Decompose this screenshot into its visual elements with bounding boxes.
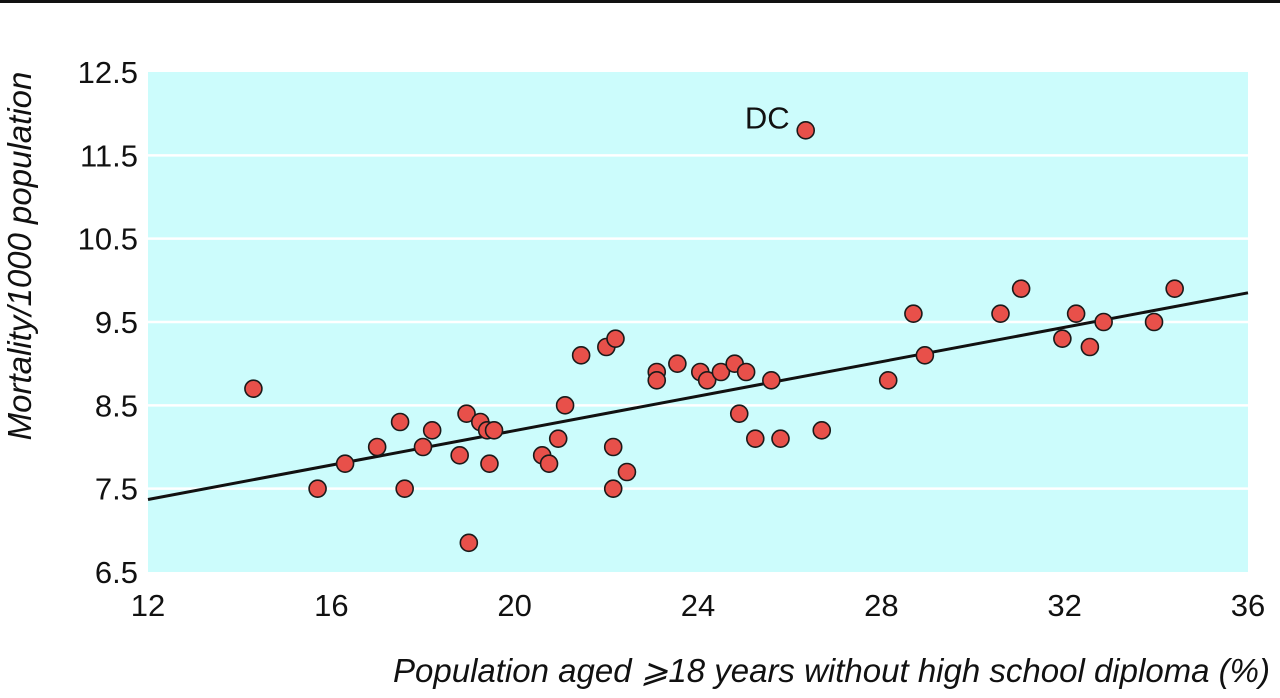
data-point bbox=[697, 371, 717, 390]
data-point bbox=[484, 421, 504, 440]
data-point bbox=[1066, 304, 1086, 323]
data-point bbox=[647, 371, 667, 390]
y-tick-label: 11.5 bbox=[80, 138, 138, 173]
data-point bbox=[539, 454, 559, 473]
y-tick-labels: 6.5 7.5 8.5 9.5 10.5 11.5 12.5 bbox=[78, 55, 138, 590]
x-tick-label: 24 bbox=[681, 588, 715, 623]
data-point bbox=[1144, 312, 1164, 332]
data-point bbox=[1080, 337, 1100, 357]
data-point bbox=[335, 454, 355, 473]
x-tick-label: 20 bbox=[497, 588, 531, 623]
y-tick-label: 7.5 bbox=[95, 472, 138, 507]
data-point bbox=[1011, 279, 1031, 298]
data-point bbox=[771, 429, 790, 448]
x-tick-label: 12 bbox=[131, 588, 165, 623]
data-point bbox=[603, 479, 623, 498]
data-point bbox=[736, 362, 756, 382]
data-point bbox=[915, 346, 935, 365]
data-point bbox=[606, 329, 625, 348]
y-tick-label: 10.5 bbox=[78, 222, 138, 257]
data-point bbox=[904, 304, 923, 323]
data-point bbox=[1053, 329, 1072, 348]
data-point bbox=[390, 412, 410, 432]
trend-line bbox=[147, 291, 1249, 501]
x-tick-label: 16 bbox=[314, 588, 348, 623]
gridlines bbox=[148, 154, 1248, 490]
data-point bbox=[308, 479, 327, 498]
data-point bbox=[422, 421, 442, 440]
annotations: DC bbox=[745, 100, 790, 135]
data-point bbox=[812, 421, 832, 440]
data-point bbox=[571, 346, 591, 365]
data-point bbox=[729, 404, 749, 423]
data-point bbox=[878, 371, 898, 390]
data-point bbox=[745, 429, 765, 448]
data-point bbox=[603, 437, 623, 457]
point-label: DC bbox=[745, 100, 790, 135]
y-tick-label: 8.5 bbox=[95, 388, 138, 423]
x-axis-title: Population aged ⩾18 years without high s… bbox=[393, 652, 1270, 689]
data-point bbox=[548, 429, 568, 448]
data-point bbox=[480, 454, 499, 473]
data-point bbox=[1165, 279, 1184, 298]
data-point bbox=[617, 462, 637, 482]
data-point bbox=[1094, 312, 1113, 332]
data-point bbox=[668, 354, 687, 373]
data-point bbox=[457, 404, 476, 423]
y-axis-title: Mortality/1000 population bbox=[1, 72, 38, 441]
x-tick-labels: 12 16 20 24 28 32 36 bbox=[131, 588, 1265, 623]
data-point bbox=[367, 437, 387, 457]
x-tick-label: 32 bbox=[1047, 588, 1081, 623]
data-point bbox=[413, 437, 433, 457]
y-tick-label: 9.5 bbox=[95, 305, 138, 340]
data-point bbox=[711, 362, 731, 382]
data-point bbox=[244, 379, 263, 398]
y-tick-label: 12.5 bbox=[78, 55, 138, 90]
data-point bbox=[796, 121, 816, 140]
data-point bbox=[395, 479, 414, 498]
y-tick-label: 6.5 bbox=[95, 555, 138, 590]
data-point bbox=[459, 533, 479, 553]
x-tick-label: 36 bbox=[1231, 588, 1265, 623]
data-point bbox=[555, 396, 575, 415]
data-point bbox=[762, 371, 781, 390]
data-point bbox=[450, 446, 469, 465]
data-point bbox=[991, 304, 1010, 323]
x-tick-label: 28 bbox=[864, 588, 898, 623]
data-points bbox=[244, 121, 1184, 553]
